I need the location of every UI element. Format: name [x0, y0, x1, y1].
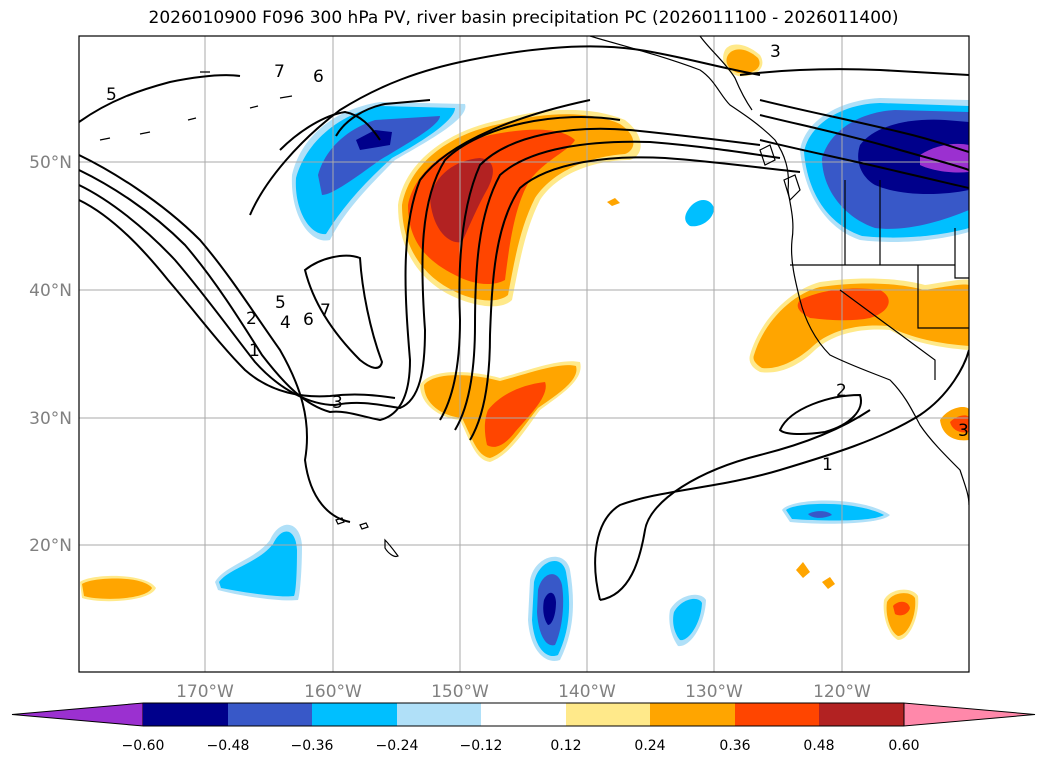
colorbar-extend-high	[903, 702, 1036, 727]
colorbar-extend-low	[11, 702, 144, 727]
contour-label-7-trough: 7	[320, 301, 331, 321]
colorbar-bin	[566, 703, 650, 726]
lat-label-50n: 50°N	[29, 153, 72, 173]
contour-label-2-east: 2	[836, 381, 847, 401]
contour-label-4-trough: 4	[280, 313, 291, 333]
colorbar-bin	[819, 703, 904, 726]
colorbar-tick-label: 0.36	[719, 738, 750, 754]
contour-label-2-trough: 2	[246, 309, 257, 329]
colorbar-tick-label: 0.60	[888, 738, 919, 754]
contour-label-5-trough: 5	[275, 293, 286, 313]
contour-label-3-north: 3	[770, 42, 781, 62]
lat-label-20n: 20°N	[29, 536, 72, 556]
colorbar-bin	[312, 703, 397, 726]
lat-label-30n: 30°N	[29, 409, 72, 429]
longitude-labels: 170°W 160°W 150°W 140°W 130°W 120°W	[176, 682, 871, 702]
lon-label-120w: 120°W	[813, 682, 871, 702]
colorbar-tick-label: −0.60	[122, 738, 165, 754]
lon-label-130w: 130°W	[685, 682, 743, 702]
map-content: 5 7 6 3 2 5 4 6 7 1 3 2 1 3	[79, 36, 969, 672]
gridlines	[79, 36, 969, 672]
contour-label-1-trough: 1	[249, 341, 260, 361]
map-frame	[78, 35, 970, 673]
colorbar: −0.60 −0.48 −0.36 −0.24 −0.12 0.12 0.24 …	[11, 702, 1036, 754]
latitude-labels: 50°N 40°N 30°N 20°N	[29, 153, 72, 556]
colorbar-bin	[143, 703, 228, 726]
colorbar-tick-label: −0.36	[291, 738, 334, 754]
contour-label-6-trough: 6	[303, 310, 314, 330]
map-title: 2026010900 F096 300 hPa PV, river basin …	[148, 8, 899, 28]
colorbar-tick-label: 0.48	[803, 738, 834, 754]
coastlines	[99, 36, 969, 558]
colorbar-bin	[228, 703, 312, 726]
lon-label-150w: 150°W	[431, 682, 489, 702]
colorbar-tick-label: 0.12	[550, 738, 581, 754]
colorbar-bin	[735, 703, 819, 726]
colorbar-bin	[397, 703, 481, 726]
contour-labels: 5 7 6 3 2 5 4 6 7 1 3 2 1 3	[106, 42, 969, 475]
contour-label-3-trough: 3	[332, 393, 343, 413]
pv-contours	[79, 45, 969, 601]
contour-label-1-east: 1	[822, 455, 833, 475]
contour-label-3-east: 3	[958, 421, 969, 441]
colorbar-bin	[650, 703, 735, 726]
lat-label-40n: 40°N	[29, 281, 72, 301]
lon-label-140w: 140°W	[558, 682, 616, 702]
colorbar-tick-label: −0.48	[207, 738, 250, 754]
lon-label-170w: 170°W	[176, 682, 234, 702]
contour-label-5-north: 5	[106, 85, 117, 105]
contour-label-6-north: 6	[313, 67, 324, 87]
colorbar-tick-label: −0.24	[376, 738, 419, 754]
colorbar-tick-label: −0.12	[460, 738, 503, 754]
lon-label-160w: 160°W	[304, 682, 362, 702]
contour-label-7-north: 7	[274, 62, 285, 82]
colorbar-tick-label: 0.24	[634, 738, 665, 754]
colorbar-bin	[481, 703, 566, 726]
